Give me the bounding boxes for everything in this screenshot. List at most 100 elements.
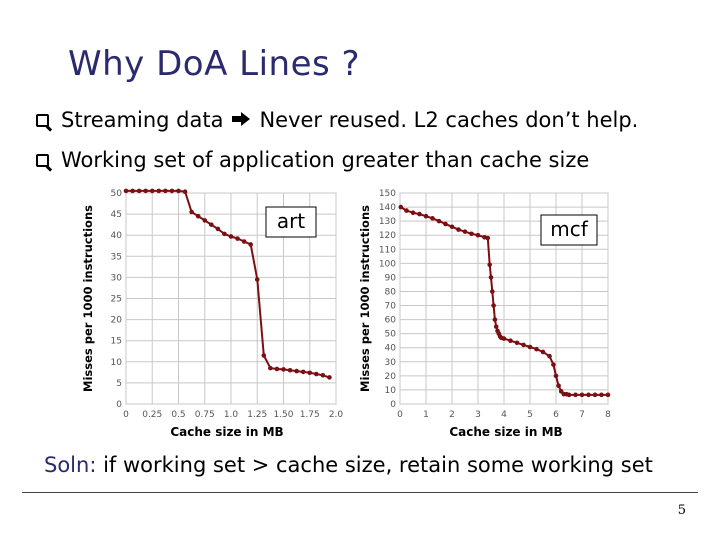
y-tick-label: 40 [385,344,397,354]
solution-text: if working set > cache size, retain some… [96,453,653,477]
page-number: 5 [677,503,686,518]
x-tick-label: 0 [123,410,129,420]
data-point [423,213,429,219]
y-tick-label: 150 [379,189,396,199]
data-point [130,188,135,194]
x-tick-label: 6 [553,410,559,420]
data-point [209,222,214,227]
annotation-frame [540,214,598,246]
data-point [189,209,194,215]
data-point [534,346,539,352]
bullet-working-set: Working set of application greater than … [36,148,589,172]
data-point [553,373,559,379]
y-tick-label: 15 [111,337,122,347]
data-point [430,216,435,221]
data-point [228,234,234,239]
x-axis-label: Cache size in MB [170,425,283,439]
y-tick-label: 110 [379,245,396,255]
data-point [556,383,561,389]
y-tick-label: 40 [111,231,123,241]
data-point [514,340,520,346]
data-point [307,370,313,376]
data-point [599,392,604,398]
data-point [300,369,306,375]
x-tick-label: 0.25 [142,410,162,420]
x-tick-label: 8 [605,410,611,420]
data-point [579,392,585,398]
data-point [314,371,319,377]
data-point [241,239,247,244]
data-point [436,218,442,224]
x-tick-label: 0.75 [195,410,215,420]
y-tick-label: 5 [116,379,122,389]
y-tick-label: 0 [116,400,122,410]
annotation-box: mcf [540,214,598,246]
data-point [493,324,499,329]
y-tick-label: 20 [111,316,123,326]
y-tick-label: 30 [111,273,123,283]
annotation-box: art [265,206,317,238]
data-point [274,366,280,372]
data-point [566,392,572,398]
y-tick-label: 10 [385,386,397,396]
data-point [195,213,201,219]
data-point [488,275,494,280]
bullet-streaming-pre: Streaming data [61,108,224,132]
x-tick-label: 1.0 [224,410,239,420]
y-tick-label: 140 [379,203,396,213]
y-tick-label: 80 [385,287,397,297]
data-point [136,188,142,194]
data-point [551,362,556,367]
data-point [143,188,148,194]
data-point [327,375,332,380]
data-point [123,188,129,194]
data-point [462,229,468,234]
bullet-streaming-post: Never reused. L2 caches don’t help. [259,108,639,132]
annotation-label: art [277,209,305,233]
annotation-label: mcf [550,217,588,241]
x-tick-label: 1.75 [300,410,320,420]
x-axis-label: Cache size in MB [449,425,562,439]
data-point [163,188,168,194]
data-point [268,365,273,371]
y-tick-label: 60 [385,316,397,326]
data-point [586,392,591,398]
data-point [605,392,611,398]
x-tick-label: 1.25 [247,410,267,420]
data-point [169,188,175,194]
arrow-right-icon [231,108,251,132]
y-tick-label: 100 [379,259,396,269]
y-tick-label: 45 [111,210,122,220]
data-point [149,188,155,194]
y-tick-label: 50 [111,189,123,199]
y-tick-label: 70 [385,302,397,312]
slide-title: Why DoA Lines ? [68,44,361,84]
data-point [202,218,208,223]
data-point [492,317,498,322]
y-axis-label: Misses per 1000 instructions [358,205,372,392]
y-tick-label: 35 [111,252,122,262]
data-point [287,367,293,373]
data-point [156,188,162,194]
chart-art: 0 5 10 15 20 25 30 35 40 45 50 0 0.25 0.5 0.75 1.0 1.25 1… [81,188,343,439]
data-point [592,392,598,398]
data-point [222,231,227,237]
data-point [176,188,181,194]
data-point [449,224,455,230]
bullet-streaming: Streaming data Never reused. L2 caches d… [36,108,638,132]
data-point [398,204,404,210]
x-tick-label: 3 [475,410,481,420]
y-tick-label: 130 [379,217,396,227]
data-point [490,289,495,294]
data-point [501,336,507,341]
checkbox-bullet-icon [36,113,49,127]
data-point [410,210,416,215]
annotation-frame [265,206,317,238]
data-point [281,367,286,372]
data-point [485,235,491,241]
x-tick-label: 5 [527,410,533,420]
x-tick-label: 2 [449,410,455,420]
y-axis-label: Misses per 1000 instructions [81,205,95,392]
y-tick-label: 20 [385,372,397,382]
data-point [294,368,299,374]
